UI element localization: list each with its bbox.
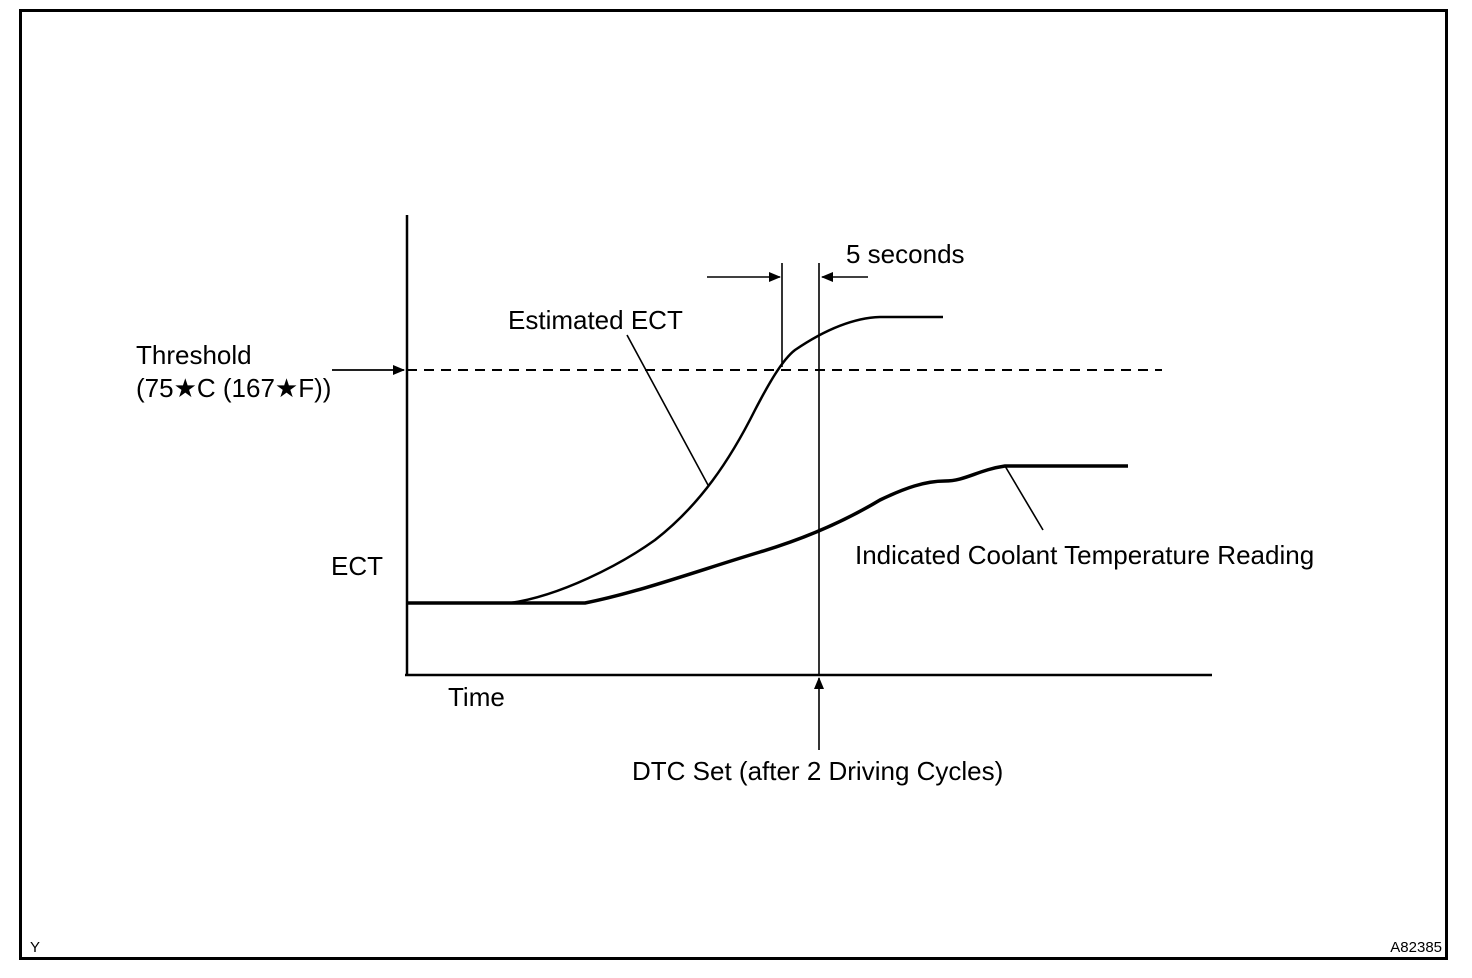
indicated-coolant-curve [407, 464, 1128, 605]
estimated-ect-curve [407, 315, 943, 605]
figure-frame [19, 9, 1448, 960]
interval-label: 5 seconds [846, 239, 965, 269]
estimated-ect-leader [626, 334, 709, 486]
indicated-coolant-leader [1004, 465, 1044, 531]
x-axis-label: Time [448, 682, 505, 712]
indicated-coolant-label: Indicated Coolant Temperature Reading [855, 540, 1314, 570]
threshold-label-line1: Threshold [136, 340, 252, 370]
estimated-ect-label: Estimated ECT [508, 305, 683, 335]
footer-right-code: A82385 [1390, 939, 1442, 956]
footer-left-code: Y [30, 939, 40, 956]
threshold-label-line2: (75★C (167★F)) [136, 373, 331, 403]
dtc-set-label: DTC Set (after 2 Driving Cycles) [632, 756, 1003, 786]
y-axis-label: ECT [331, 551, 383, 581]
